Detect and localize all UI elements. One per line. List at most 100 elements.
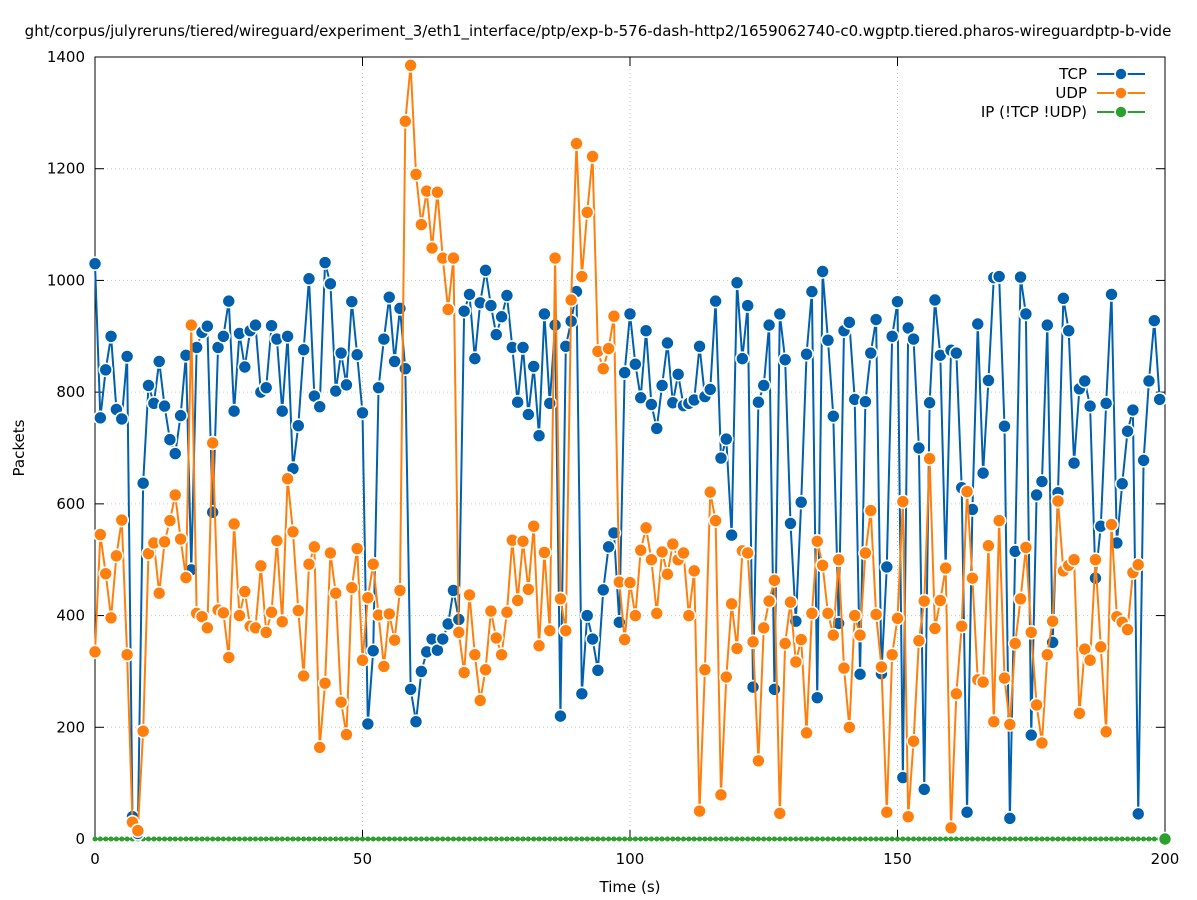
ip-point (1060, 836, 1066, 842)
y-tick-label: 1200 (47, 160, 85, 178)
udp-point (135, 723, 151, 739)
tcp-point (1136, 452, 1151, 468)
ip-point (354, 836, 360, 842)
tcp-point (462, 287, 477, 302)
udp-point (349, 541, 365, 556)
ip-point (846, 836, 852, 842)
ip-point (263, 836, 269, 842)
tcp-point (1018, 306, 1034, 322)
ip-point (750, 836, 756, 842)
udp-point (216, 605, 231, 621)
udp-point (895, 494, 911, 509)
udp-point (1023, 625, 1039, 640)
y-tick-label: 800 (56, 383, 85, 401)
udp-point (178, 570, 194, 585)
ip-point (408, 836, 414, 842)
ip-point (274, 836, 280, 842)
tcp-point (323, 276, 338, 292)
ip-point (579, 836, 585, 842)
ip-point (729, 836, 735, 842)
ip-point (1028, 836, 1034, 842)
tcp-point (205, 504, 220, 520)
ip-point (836, 836, 842, 842)
ip-point (745, 836, 751, 842)
ip-point (991, 836, 997, 842)
series-tcp (87, 255, 1167, 841)
tcp-point (975, 465, 991, 481)
ip-point (862, 836, 868, 842)
ip-point (376, 836, 382, 842)
udp-point (751, 753, 766, 769)
tcp-point (595, 582, 611, 598)
udp-point (681, 608, 697, 623)
tcp-point (751, 394, 766, 410)
udp-point (900, 809, 916, 824)
ip-point (1012, 836, 1018, 842)
udp-point (515, 533, 531, 549)
udp-point (686, 563, 702, 579)
legend-label-udp: UDP (1055, 84, 1087, 102)
udp-point (87, 644, 103, 660)
tcp-point (1040, 317, 1055, 333)
udp-point (868, 607, 884, 622)
ip-point (611, 836, 617, 842)
ip-point (1071, 836, 1077, 842)
tcp-point (815, 264, 830, 279)
tcp-point (991, 269, 1007, 284)
ip-point (1055, 836, 1061, 842)
tcp-point (371, 380, 386, 395)
ip-point (488, 836, 494, 842)
ip-point (707, 836, 713, 842)
ip-point (445, 836, 451, 842)
tcp-point (879, 559, 895, 575)
ip-point (343, 836, 349, 842)
udp-point (831, 552, 846, 568)
ip-point (616, 836, 622, 842)
udp-point (430, 184, 445, 200)
x-tick-label: 0 (90, 850, 100, 868)
ip-point (595, 836, 601, 842)
udp-point (328, 585, 344, 601)
ip-point (285, 836, 291, 842)
tcp-point (167, 446, 183, 461)
udp-point (173, 531, 188, 547)
tcp-point (526, 359, 542, 374)
ip-point (895, 836, 900, 842)
udp-point (537, 545, 552, 560)
y-tick-label: 1000 (47, 271, 85, 289)
ip-point (755, 836, 761, 842)
udp-point (606, 308, 622, 324)
udp-point (1034, 735, 1050, 751)
y-tick-label: 600 (56, 495, 85, 513)
y-tick-label: 1400 (47, 48, 85, 66)
ip-point (948, 836, 954, 842)
ip-point (568, 836, 574, 842)
udp-point (986, 714, 1002, 730)
tcp-point (312, 399, 328, 414)
ip-point (878, 836, 884, 842)
udp-point (938, 560, 953, 576)
tcp-point (248, 317, 263, 333)
ip-point (681, 836, 686, 842)
tcp-point (949, 345, 964, 361)
udp-point (660, 566, 675, 582)
ip-point (531, 836, 537, 842)
udp-point (729, 641, 745, 656)
udp-point (301, 556, 317, 572)
udp-point (387, 632, 402, 648)
ip-point (820, 836, 826, 842)
ip-point (461, 836, 467, 842)
udp-point (815, 557, 830, 573)
ip-point (306, 836, 312, 842)
udp-point (863, 503, 879, 518)
udp-point (820, 606, 836, 621)
tcp-point (1023, 727, 1039, 743)
udp-point (1130, 557, 1146, 573)
tcp-point (852, 666, 868, 682)
tcp-point (884, 328, 900, 344)
udp-point (943, 820, 959, 836)
tcp-point (922, 395, 937, 411)
ip-point (440, 836, 446, 842)
udp-point (462, 587, 477, 603)
